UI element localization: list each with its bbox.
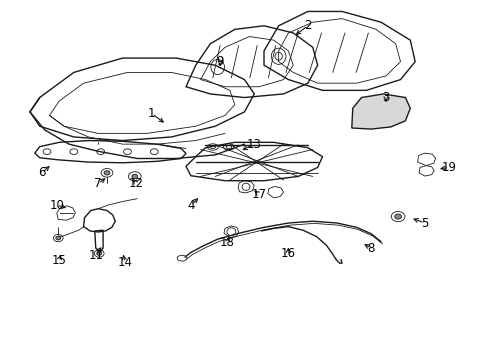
Circle shape (56, 236, 61, 240)
Text: 18: 18 (220, 236, 234, 249)
Text: 3: 3 (382, 91, 389, 104)
Text: 19: 19 (441, 161, 456, 174)
Polygon shape (351, 94, 409, 129)
Circle shape (394, 214, 401, 219)
Text: 1: 1 (148, 107, 155, 120)
Text: 15: 15 (52, 254, 66, 267)
Text: 2: 2 (304, 19, 311, 32)
Text: 17: 17 (251, 188, 266, 201)
Text: 5: 5 (420, 216, 427, 230)
Text: 16: 16 (280, 247, 295, 260)
Text: 9: 9 (216, 55, 224, 68)
Ellipse shape (377, 107, 386, 117)
Text: 14: 14 (117, 256, 132, 269)
Text: 6: 6 (39, 166, 46, 179)
Text: 8: 8 (367, 242, 374, 255)
Text: 13: 13 (246, 138, 261, 150)
Circle shape (97, 252, 102, 255)
Text: 4: 4 (187, 199, 194, 212)
Ellipse shape (389, 107, 398, 117)
Circle shape (104, 171, 110, 175)
Text: 7: 7 (94, 177, 102, 190)
Text: 12: 12 (128, 177, 143, 190)
Ellipse shape (365, 107, 374, 117)
Circle shape (132, 174, 138, 179)
Text: 10: 10 (49, 199, 64, 212)
Text: 11: 11 (88, 249, 103, 262)
